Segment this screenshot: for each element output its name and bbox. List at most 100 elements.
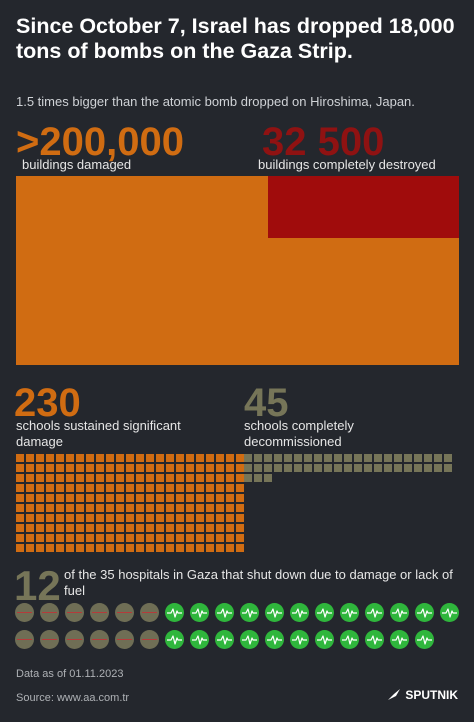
school-damaged-square: [146, 474, 154, 482]
school-damaged-square: [66, 484, 74, 492]
school-damaged-square: [196, 514, 204, 522]
school-damaged-square: [176, 524, 184, 532]
school-damaged-square: [206, 494, 214, 502]
school-damaged-square: [76, 504, 84, 512]
school-damaged-square: [206, 544, 214, 552]
school-decommissioned-square: [254, 464, 262, 472]
school-decommissioned-square: [394, 454, 402, 462]
school-decommissioned-square: [254, 454, 262, 462]
closed-hospital-icon: [40, 630, 59, 649]
school-damaged-square: [126, 534, 134, 542]
school-damaged-square: [76, 474, 84, 482]
school-damaged-square: [76, 524, 84, 532]
school-damaged-square: [16, 544, 24, 552]
school-damaged-square: [136, 544, 144, 552]
school-damaged-square: [56, 524, 64, 532]
school-damaged-square: [116, 514, 124, 522]
school-damaged-square: [86, 524, 94, 532]
school-damaged-square: [26, 524, 34, 532]
school-decommissioned-square: [364, 464, 372, 472]
school-decommissioned-square: [444, 464, 452, 472]
school-decommissioned-square: [254, 474, 262, 482]
school-damaged-square: [76, 544, 84, 552]
school-damaged-square: [146, 534, 154, 542]
school-damaged-square: [116, 464, 124, 472]
school-damaged-square: [66, 504, 74, 512]
school-damaged-square: [126, 464, 134, 472]
school-damaged-square: [176, 474, 184, 482]
sputnik-logo: SPUTNIK: [387, 688, 458, 702]
school-damaged-square: [236, 544, 244, 552]
school-damaged-square: [146, 464, 154, 472]
school-damaged-square: [116, 494, 124, 502]
closed-hospital-icon: [65, 603, 84, 622]
school-damaged-square: [16, 454, 24, 462]
heartbeat-icon: [365, 603, 384, 622]
school-damaged-square: [36, 524, 44, 532]
school-decommissioned-square: [324, 464, 332, 472]
school-damaged-square: [136, 494, 144, 502]
school-decommissioned-square: [314, 454, 322, 462]
school-damaged-square: [116, 484, 124, 492]
heartbeat-icon: [340, 603, 359, 622]
school-damaged-square: [156, 504, 164, 512]
school-damaged-square: [36, 494, 44, 502]
school-damaged-square: [186, 534, 194, 542]
heartbeat-icon: [215, 603, 234, 622]
school-damaged-square: [86, 534, 94, 542]
school-damaged-square: [216, 464, 224, 472]
school-decommissioned-square: [404, 464, 412, 472]
school-damaged-square: [26, 534, 34, 542]
school-damaged-square: [66, 454, 74, 462]
school-damaged-square: [26, 504, 34, 512]
school-damaged-square: [216, 484, 224, 492]
schools-decommissioned-grid: [244, 454, 452, 482]
heartbeat-icon: [190, 603, 209, 622]
school-damaged-square: [206, 484, 214, 492]
school-damaged-square: [206, 514, 214, 522]
school-damaged-square: [116, 544, 124, 552]
school-damaged-square: [236, 524, 244, 532]
school-damaged-square: [186, 524, 194, 532]
school-damaged-square: [166, 544, 174, 552]
school-damaged-square: [96, 544, 104, 552]
school-damaged-square: [216, 504, 224, 512]
school-damaged-square: [126, 494, 134, 502]
school-decommissioned-square: [414, 464, 422, 472]
school-decommissioned-square: [344, 454, 352, 462]
school-damaged-square: [196, 504, 204, 512]
buildings-destroyed-block: [268, 176, 459, 238]
school-damaged-square: [176, 464, 184, 472]
school-damaged-square: [126, 514, 134, 522]
school-damaged-square: [76, 484, 84, 492]
school-damaged-square: [216, 544, 224, 552]
school-damaged-square: [86, 454, 94, 462]
school-damaged-square: [96, 464, 104, 472]
school-damaged-square: [166, 494, 174, 502]
buildings-damaged-block: [16, 176, 459, 365]
buildings-destroyed-caption: buildings completely destroyed: [258, 157, 436, 172]
school-damaged-square: [196, 494, 204, 502]
heartbeat-icon: [390, 630, 409, 649]
school-damaged-square: [106, 464, 114, 472]
school-damaged-square: [236, 474, 244, 482]
school-damaged-square: [206, 454, 214, 462]
school-damaged-square: [16, 524, 24, 532]
heartbeat-icon: [215, 630, 234, 649]
school-damaged-square: [206, 524, 214, 532]
school-damaged-square: [146, 484, 154, 492]
school-damaged-square: [46, 484, 54, 492]
school-damaged-square: [66, 524, 74, 532]
school-damaged-square: [196, 484, 204, 492]
school-damaged-square: [86, 494, 94, 502]
school-damaged-square: [86, 514, 94, 522]
school-decommissioned-square: [384, 464, 392, 472]
school-decommissioned-square: [294, 454, 302, 462]
school-damaged-square: [166, 504, 174, 512]
school-decommissioned-square: [374, 454, 382, 462]
school-damaged-square: [156, 484, 164, 492]
school-damaged-square: [106, 504, 114, 512]
school-decommissioned-square: [274, 454, 282, 462]
school-damaged-square: [126, 484, 134, 492]
school-damaged-square: [96, 454, 104, 462]
